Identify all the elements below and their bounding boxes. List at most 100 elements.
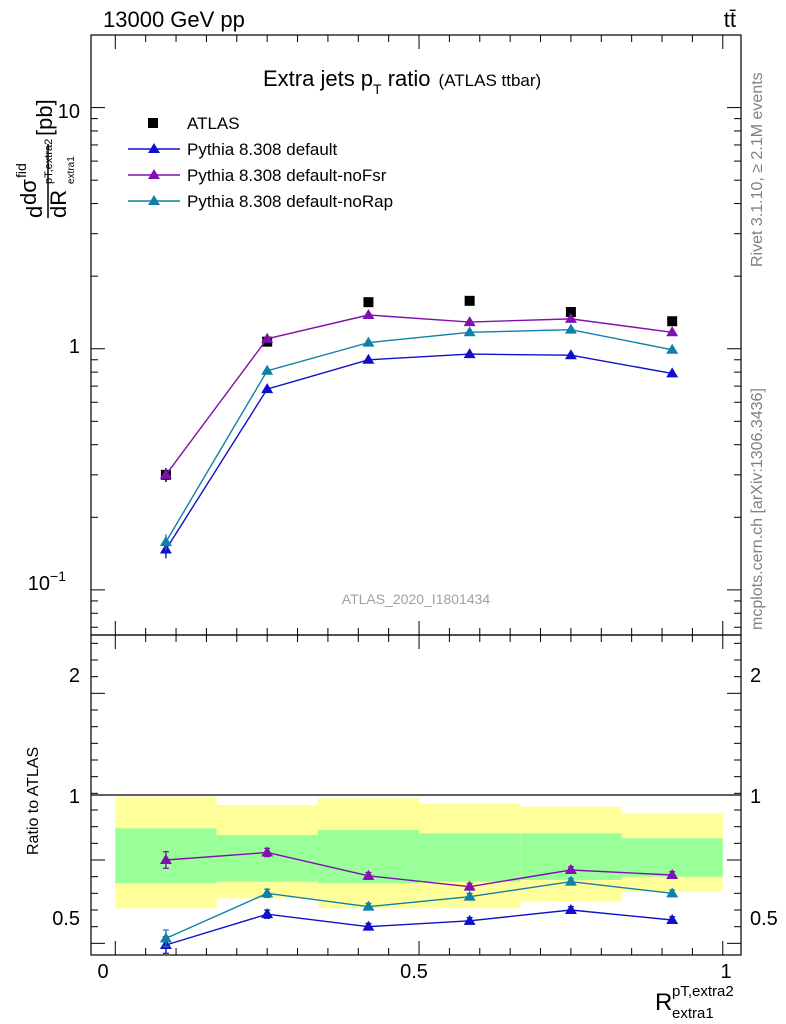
ratio-point-noFsr [159,854,172,864]
watermark: ATLAS_2020_I1801434 [342,591,491,607]
legend-entry-default: Pythia 8.308 default [128,140,338,159]
ratio-series [159,846,679,954]
title-main: Extra jets p [263,66,373,91]
ratio-point-noFsr [362,869,375,880]
legend-entry-norap: Pythia 8.308 default-noRap [128,192,393,211]
main-series [159,295,679,559]
point-default [564,349,577,360]
series-line-default [165,353,673,550]
ratio-point-noRap [564,875,577,886]
series-atlas [160,295,678,483]
energy-label: 13000 GeV pp [103,7,245,32]
ylabel-sup: pT,extra2 [43,139,55,184]
series-default [159,348,679,559]
series-noRap [159,323,679,551]
ratio-point-noRap [159,932,172,943]
ratio-point-noRap [463,890,476,901]
series-line-noFsr [165,314,673,476]
process-label: tt̄ [724,7,736,32]
ylabel-bottom: dR [46,190,71,218]
ratio-frame [90,634,742,956]
point-noRap [564,323,577,334]
ratio-ytick-0p5-left: 0.5 [52,908,80,930]
ylabel-unit: [pb] [32,99,57,136]
main-ticks [91,34,741,635]
point-noRap [666,343,679,354]
ylabel-sub: extra1 [66,156,77,184]
ratio-point-default [463,914,476,925]
ratio-point-noFsr [564,864,577,874]
point-noFsr [463,316,476,327]
point-default [362,353,375,364]
legend-entry-atlas: ATLAS [148,114,240,133]
rivet-label: Rivet 3.1.10, ≥ 2.1M events [749,72,766,267]
title-rest: ratio [382,66,431,91]
legend-marker-atlas [148,118,158,128]
ratio-point-noFsr [463,880,476,891]
mcplots-label: mcplots.cern.ch [arXiv:1306.3436] [749,388,766,630]
ratio-point-default [261,908,274,919]
ratio-ticks [91,635,741,955]
ratio-point-noRap [666,887,679,898]
ratio-point-noFsr [261,846,274,857]
ratio-line-default [165,909,673,946]
ratio-point-default [362,920,375,931]
ratio-panel: 0.5 1 2 0.5 1 2 Ratio to ATLAS 0 0.5 1 R… [25,634,778,1022]
point-noRap [261,364,274,375]
band-green [419,833,521,882]
xtick-label-0: 0 [97,961,108,983]
point-noRap [362,336,375,347]
legend-marker-norap [148,195,160,205]
series-noFsr [159,309,679,479]
ratio-ytick-2-right: 2 [750,665,761,687]
legend-label-nofsr: Pythia 8.308 default-noFsr [187,166,387,185]
point-default [261,383,274,394]
ratio-bands [115,796,723,909]
ratio-ytick-1-left: 1 [69,786,80,808]
legend-marker-nofsr [148,169,160,179]
ytick-label-0p1: 10−1 [28,568,66,595]
point-noFsr [564,312,577,323]
ratio-ytick-0p5-right: 0.5 [750,908,778,930]
ytick-exp: −1 [50,568,66,584]
legend-label-default: Pythia 8.308 default [187,140,338,159]
legend-label-norap: Pythia 8.308 default-noRap [187,192,393,211]
xlabel-sub: extra1 [672,1005,714,1022]
ytick-base: 10 [28,573,50,595]
series-line-noRap [165,328,673,543]
ylabel-d-top: d [22,206,47,218]
ratio-point-noFsr [666,869,679,879]
xtick-label-1: 1 [720,961,731,983]
ylabel-sigma: dσ [16,179,41,205]
point-noFsr [159,468,172,479]
ytick-label-10: 10 [58,101,80,123]
ratio-point-default [564,904,577,914]
legend-label-atlas: ATLAS [187,114,240,133]
point-atlas [363,297,374,308]
ratio-series-noFsr [159,846,679,891]
ratio-series-noRap [159,875,679,948]
ratio-point-noRap [362,900,375,911]
xlabel-main: R [655,989,672,1016]
xtick-label-0p5: 0.5 [400,961,428,983]
point-noFsr [261,332,274,343]
band-green [216,835,318,882]
ratio-ytick-1-right: 1 [750,786,761,808]
main-ylabel: d dσ fid dR pT,extra2 extra1 [pb] [13,99,77,218]
ratio-ylabel: Ratio to ATLAS [25,747,42,855]
point-noFsr [362,309,375,320]
point-atlas [464,295,475,306]
point-atlas [667,316,678,327]
point-default [666,367,679,378]
ratio-point-default [666,914,679,924]
ratio-point-noRap [261,887,274,898]
title-tag: (ATLAS ttbar) [439,71,542,90]
point-noFsr [666,326,679,337]
ratio-line-noFsr [165,851,673,888]
ratio-line-noRap [165,880,673,939]
point-noRap [463,326,476,337]
xlabel-sup: pT,extra2 [672,983,734,1000]
point-noRap [159,535,172,546]
legend: ATLAS Pythia 8.308 default Pythia 8.308 … [128,114,393,211]
ratio-ytick-2-left: 2 [69,665,80,687]
